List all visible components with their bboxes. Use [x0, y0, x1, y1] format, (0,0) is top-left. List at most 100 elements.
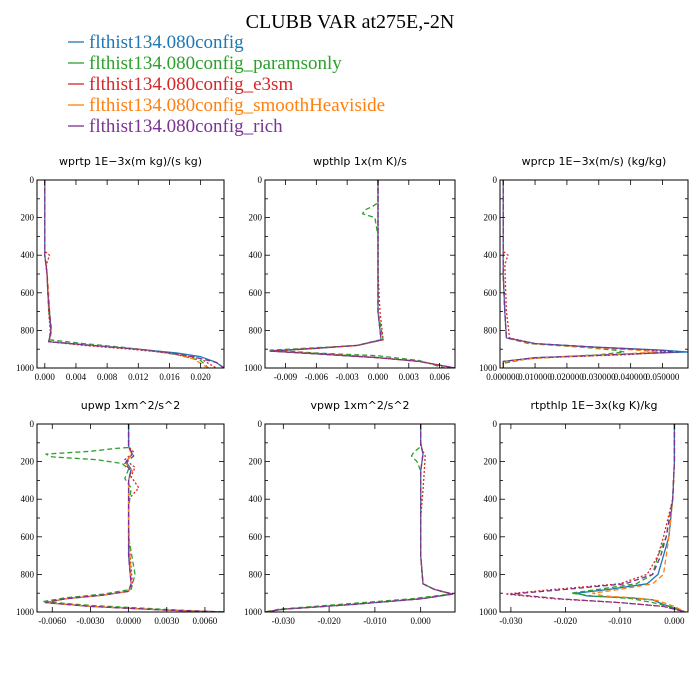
x-tick-label: 0.000000	[486, 372, 520, 382]
series-line	[265, 424, 454, 612]
series-line	[502, 180, 657, 368]
series-line	[265, 424, 454, 612]
legend-label: flthist134.080config_paramsonly	[89, 53, 342, 74]
y-tick-label: 800	[484, 569, 498, 579]
y-tick-label: 200	[249, 213, 263, 223]
series-group	[44, 180, 224, 368]
y-tick-label: 800	[249, 569, 263, 579]
x-tick-label: 0.030000	[582, 372, 616, 382]
x-tick-label: 0.003	[399, 372, 420, 382]
y-tick-label: 600	[484, 288, 498, 298]
y-tick-label: 0	[493, 419, 498, 429]
chart-panel: vpwp 1xm^2/s^2 -0.030 -0.020 -0.010 0.000 0 20…	[244, 399, 456, 626]
chart-panel: upwp 1xm^2/s^2 -0.0060 -0.0030 0.0000 0.0030…	[16, 399, 225, 626]
y-tick-label: 600	[484, 532, 498, 542]
x-tick-label: 0.000	[411, 616, 432, 626]
x-tick-label: 0.006	[429, 372, 450, 382]
y-tick-label: 800	[484, 325, 498, 335]
series-line	[269, 180, 455, 368]
panel-title: upwp 1xm^2/s^2	[81, 399, 181, 412]
series-line	[510, 424, 686, 612]
y-tick-label: 600	[249, 532, 263, 542]
panel-title: wpthlp 1x(m K)/s	[313, 155, 407, 168]
panel-title: wprtp 1E−3x(m kg)/(s kg)	[59, 155, 202, 168]
series-line	[41, 424, 224, 612]
x-tick-label: -0.003	[336, 372, 360, 382]
panel-title: rtpthlp 1E−3x(kg K)/kg	[530, 399, 657, 412]
y-tick-label: 1000	[244, 363, 263, 373]
series-group	[504, 424, 686, 612]
panel-title: wprcp 1E−3x(m/s) (kg/kg)	[522, 155, 667, 168]
series-group	[502, 180, 688, 368]
y-tick-label: 400	[249, 494, 263, 504]
series-line	[265, 424, 454, 612]
chart-panel: wprcp 1E−3x(m/s) (kg/kg) 0.0000000.010000…	[479, 155, 689, 382]
x-tick-label: -0.010	[608, 616, 632, 626]
series-line	[269, 180, 455, 368]
x-tick-label: 0.0030	[154, 616, 179, 626]
y-tick-label: 200	[484, 213, 498, 223]
series-line	[570, 424, 686, 612]
x-tick-label: -0.0030	[77, 616, 105, 626]
y-tick-label: 800	[21, 325, 35, 335]
legend-label: flthist134.080config_smoothHeaviside	[89, 95, 385, 116]
x-tick-label: 0.000	[368, 372, 389, 382]
x-tick-label: -0.030	[272, 616, 296, 626]
series-line	[44, 180, 224, 368]
series-line	[504, 424, 686, 612]
legend-label: flthist134.080config	[89, 32, 244, 53]
y-tick-label: 200	[484, 457, 498, 467]
y-tick-label: 600	[21, 532, 35, 542]
y-tick-label: 600	[21, 288, 35, 298]
y-tick-label: 400	[21, 250, 35, 260]
y-tick-label: 1000	[16, 363, 35, 373]
y-tick-label: 400	[484, 494, 498, 504]
x-tick-label: 0.0000	[116, 616, 141, 626]
legend: flthist134.080configflthist134.080config…	[68, 32, 385, 137]
x-tick-label: -0.020	[317, 616, 341, 626]
plot-frame	[499, 423, 689, 613]
series-line	[269, 180, 455, 368]
series-line	[502, 180, 688, 368]
x-tick-label: -0.0060	[38, 616, 66, 626]
series-group	[269, 180, 455, 368]
x-tick-label: 0.016	[159, 372, 180, 382]
series-group	[41, 424, 224, 612]
series-line	[44, 180, 209, 368]
legend-label: flthist134.080config_rich	[89, 116, 283, 137]
series-line	[45, 424, 224, 612]
series-line	[575, 424, 686, 612]
y-tick-label: 1000	[479, 363, 498, 373]
x-tick-label: -0.010	[363, 616, 387, 626]
y-tick-label: 200	[249, 457, 263, 467]
y-tick-label: 400	[249, 250, 263, 260]
series-line	[45, 424, 224, 612]
y-tick-label: 0	[258, 419, 263, 429]
y-tick-label: 0	[493, 175, 498, 185]
series-group	[265, 424, 454, 612]
plot-frame	[264, 423, 456, 613]
y-tick-label: 800	[21, 569, 35, 579]
series-line	[45, 424, 224, 612]
plot-frame	[36, 179, 225, 369]
legend-label: flthist134.080config_e3sm	[89, 74, 293, 95]
series-line	[44, 180, 217, 368]
series-line	[265, 424, 454, 612]
series-line	[502, 180, 670, 368]
y-tick-label: 1000	[16, 607, 35, 617]
x-tick-label: -0.009	[274, 372, 298, 382]
series-line	[45, 424, 224, 612]
plot-frame	[264, 179, 456, 369]
y-tick-label: 200	[21, 457, 35, 467]
y-tick-label: 1000	[479, 607, 498, 617]
chart-panel: wprtp 1E−3x(m kg)/(s kg) 0.000 0.004 0.008 0…	[16, 155, 225, 382]
x-tick-label: 0.0060	[193, 616, 218, 626]
y-tick-label: 0	[258, 175, 263, 185]
series-line	[502, 180, 625, 368]
x-tick-label: -0.020	[554, 616, 578, 626]
chart-panel: rtpthlp 1E−3x(kg K)/kg -0.030 -0.020 -0.010…	[479, 399, 689, 626]
x-tick-label: 0.004	[66, 372, 87, 382]
x-tick-label: 0.010000	[518, 372, 552, 382]
series-line	[269, 180, 445, 368]
series-line	[44, 180, 224, 368]
